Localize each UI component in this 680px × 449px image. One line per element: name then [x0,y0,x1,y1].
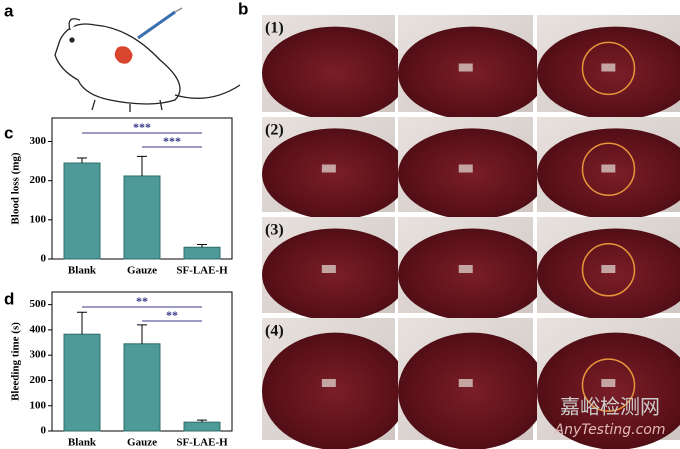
x-tick-label: Blank [68,265,97,277]
significance-label: ** [136,294,148,308]
y-tick-label: 200 [30,174,47,186]
wound [321,265,336,273]
y-axis-label: Blood loss (mg) [10,152,22,224]
bar [183,421,221,432]
mouse-illustration [54,7,241,112]
wound [458,63,473,72]
wound [458,265,473,273]
wound [321,164,336,173]
panel-label: d [4,289,14,308]
x-tick-label: SF-LAE-H [176,265,228,277]
wound [601,265,616,273]
liver [537,26,680,120]
watermark: AnyTesting.com [554,422,666,438]
wound [601,379,616,387]
bar [183,246,221,260]
bar [63,162,101,260]
significance-label: ** [166,308,178,322]
y-tick-label: 100 [30,213,47,225]
liver [398,128,547,220]
panel-label: b [238,0,248,18]
wound [458,379,473,387]
highlight-circle [581,358,636,412]
liver [262,128,409,220]
y-tick-label: 200 [30,374,47,386]
row-label: (3) [265,222,284,239]
panel-label: c [4,123,13,142]
error-bar [197,244,207,248]
error-bar [137,155,147,176]
liver [537,128,680,220]
x-tick-label: SF-LAE-H [176,437,228,449]
error-bar [137,324,147,344]
liver [262,228,409,321]
highlight-circle [581,41,636,96]
x-tick-label: Blank [68,437,97,449]
row-label: (2) [265,122,284,139]
y-tick-label: 500 [30,298,47,310]
liver [398,26,547,120]
liver [398,228,547,321]
row-label: (4) [265,323,284,340]
y-tick-label: 300 [30,135,47,147]
wound [458,164,473,173]
significance-label: *** [163,134,181,148]
highlight-circle [581,142,636,196]
liver [537,228,680,321]
wound [601,164,616,173]
bar [123,175,161,260]
y-tick-label: 100 [30,399,47,411]
error-bar [77,311,87,335]
y-tick-label: 0 [41,425,47,437]
liver [262,332,409,449]
highlight-circle [581,243,636,297]
x-tick-label: Gauze [127,265,157,277]
error-bar [77,157,87,164]
bar [123,343,161,432]
y-tick-label: 300 [30,349,47,361]
wound [601,63,616,72]
liver [398,332,547,449]
photo-grid: (1) (2) (3) (4) [262,15,680,449]
watermark: 嘉峪检测网 [560,395,660,419]
liver [537,332,680,449]
y-tick-label: 0 [41,253,47,265]
significance-label: *** [133,120,151,134]
row-label: (1) [265,20,284,37]
panel-label: a [4,1,14,20]
x-tick-label: Gauze [127,437,157,449]
y-axis-label: Bleeding time (s) [10,322,22,401]
error-bar [197,419,207,423]
liver [262,26,409,120]
bar [63,333,101,432]
wound [321,379,336,387]
y-tick-label: 400 [30,323,47,335]
